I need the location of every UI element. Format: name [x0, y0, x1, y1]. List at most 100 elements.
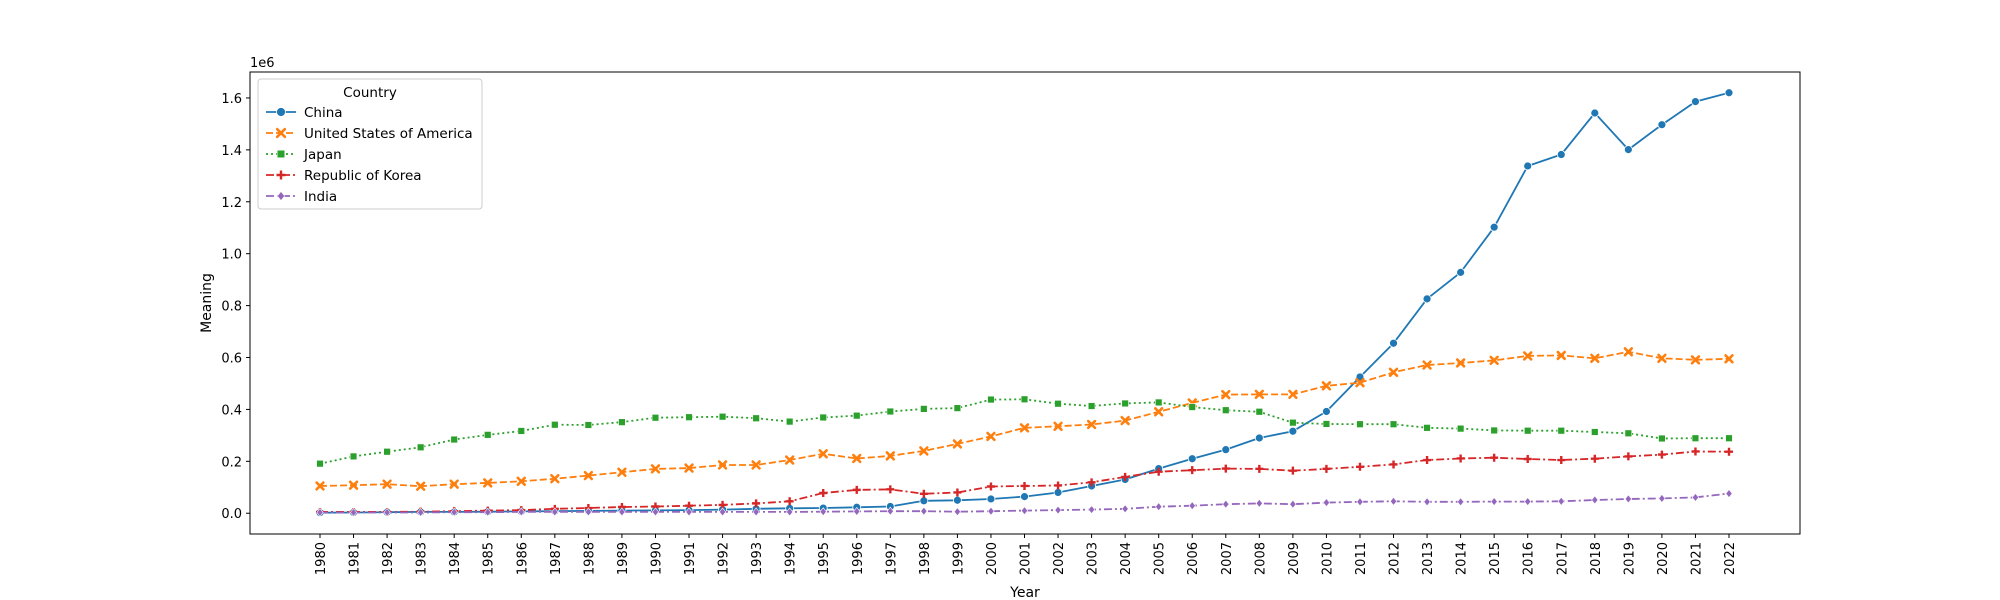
data-point-japan — [384, 448, 391, 455]
x-tick-label: 1986 — [515, 542, 530, 575]
data-point-japan — [1256, 408, 1263, 415]
x-tick-label: 2007 — [1220, 542, 1235, 575]
data-point-japan — [1390, 421, 1397, 428]
x-tick-label: 1989 — [616, 542, 631, 575]
data-point-china — [1390, 339, 1398, 347]
data-point-china — [1591, 109, 1599, 117]
data-point-china — [1222, 446, 1230, 454]
x-tick-label: 2017 — [1555, 542, 1570, 575]
data-point-china — [1054, 488, 1062, 496]
data-point-japan — [1289, 419, 1296, 426]
data-point-japan — [988, 396, 995, 403]
data-point-japan — [686, 414, 693, 421]
data-point-china — [1457, 268, 1465, 276]
legend-label-japan: Japan — [303, 147, 342, 163]
data-point-china — [1725, 89, 1733, 97]
data-point-japan — [317, 460, 324, 467]
data-point-japan — [1591, 429, 1598, 436]
y-tick-label: 0.4 — [221, 403, 242, 418]
data-point-japan — [518, 428, 525, 435]
x-tick-label: 1988 — [582, 542, 597, 575]
data-point-japan — [719, 413, 726, 420]
y-tick-label: 1.0 — [221, 248, 242, 263]
data-point-japan — [887, 408, 894, 415]
x-tick-label: 2018 — [1589, 542, 1604, 575]
data-point-japan — [954, 405, 961, 412]
y-tick-label: 0.8 — [221, 300, 242, 315]
x-tick-label: 2006 — [1186, 542, 1201, 575]
x-tick-label: 1990 — [649, 542, 664, 575]
y-offset-label: 1e6 — [250, 56, 275, 71]
x-tick-label: 1982 — [381, 542, 396, 575]
data-point-japan — [1155, 399, 1162, 406]
legend: Country China United States of America Jap… — [258, 79, 482, 209]
x-tick-label: 1997 — [884, 542, 899, 575]
data-point-japan — [1692, 435, 1699, 442]
y-tick-label: 1.2 — [221, 196, 242, 211]
x-tick-label: 1991 — [683, 542, 698, 575]
y-tick-label: 0.6 — [221, 352, 242, 367]
data-point-japan — [350, 453, 357, 460]
data-point-china — [1289, 427, 1297, 435]
data-point-japan — [417, 444, 424, 451]
data-point-china — [1557, 151, 1565, 159]
data-point-china — [1490, 223, 1498, 231]
x-tick-label: 2022 — [1723, 542, 1738, 575]
data-point-japan — [652, 414, 659, 421]
x-tick-label: 1995 — [817, 542, 832, 575]
y-tick-label: 0.0 — [221, 507, 242, 522]
x-tick-label: 1983 — [415, 542, 430, 575]
x-tick-label: 2011 — [1354, 542, 1369, 575]
data-point-japan — [1323, 421, 1330, 428]
x-tick-label: 1993 — [750, 542, 765, 575]
data-point-china — [1255, 434, 1263, 442]
data-point-japan — [1189, 404, 1196, 411]
x-tick-label: 2019 — [1622, 542, 1637, 575]
x-tick-label: 2016 — [1522, 542, 1537, 575]
x-tick-label: 1987 — [549, 542, 564, 575]
x-tick-label: 1985 — [482, 542, 497, 575]
data-point-japan — [1726, 435, 1733, 442]
data-point-japan — [1357, 421, 1364, 428]
data-point-japan — [920, 405, 927, 412]
y-axis-label: Meaning — [199, 273, 215, 333]
legend-marker-japan — [277, 150, 285, 158]
data-point-japan — [1424, 424, 1431, 431]
data-point-china — [1624, 146, 1632, 154]
x-tick-label: 2003 — [1086, 542, 1101, 575]
legend-label-united-states-of-america: United States of America — [304, 126, 473, 142]
legend-label-india: India — [304, 189, 337, 205]
data-point-japan — [1222, 407, 1229, 414]
data-point-japan — [820, 414, 827, 421]
x-tick-label: 1999 — [951, 542, 966, 575]
legend-label-republic-of-korea: Republic of Korea — [304, 168, 422, 184]
data-point-japan — [1055, 400, 1062, 407]
data-point-japan — [1491, 427, 1498, 434]
x-tick-label: 1984 — [448, 542, 463, 575]
legend-label-china: China — [304, 105, 343, 121]
data-point-japan — [786, 418, 793, 425]
data-point-japan — [484, 431, 491, 438]
x-tick-label: 2014 — [1455, 542, 1470, 575]
x-tick-label: 2020 — [1656, 542, 1671, 575]
x-tick-label: 2000 — [985, 542, 1000, 575]
data-point-china — [1658, 121, 1666, 129]
data-point-china — [920, 497, 928, 505]
x-tick-label: 1981 — [348, 542, 363, 575]
x-tick-label: 2004 — [1119, 542, 1134, 575]
data-point-japan — [1088, 403, 1095, 410]
data-point-japan — [619, 419, 626, 426]
data-point-japan — [451, 436, 458, 443]
data-point-japan — [1558, 427, 1565, 434]
x-tick-label: 2002 — [1052, 542, 1067, 575]
data-point-japan — [853, 412, 860, 419]
data-point-japan — [753, 415, 760, 422]
x-tick-label: 2013 — [1421, 542, 1436, 575]
data-point-japan — [1122, 400, 1129, 407]
y-tick-label: 0.2 — [221, 455, 242, 470]
x-tick-label: 1998 — [918, 542, 933, 575]
legend-title: Country — [343, 85, 397, 101]
x-tick-label: 1994 — [784, 542, 799, 575]
y-tick-label: 1.6 — [221, 92, 242, 107]
